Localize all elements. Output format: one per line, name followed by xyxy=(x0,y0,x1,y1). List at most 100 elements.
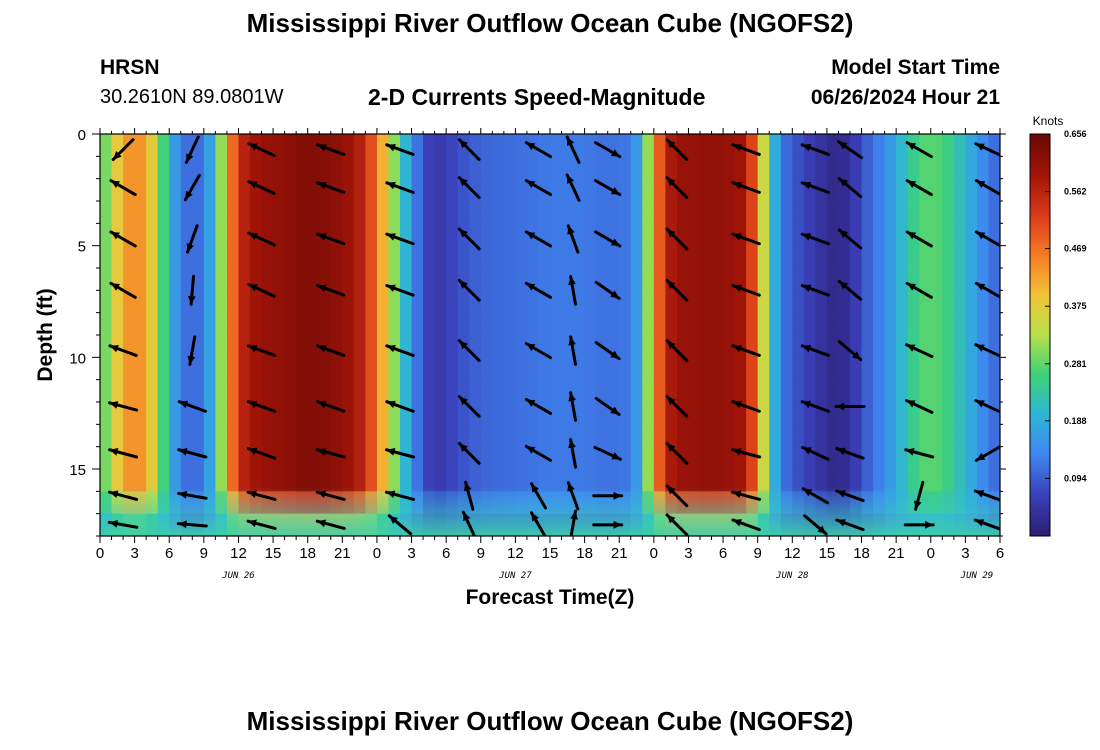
speed-cell xyxy=(584,379,597,403)
speed-cell xyxy=(423,290,436,314)
speed-cell xyxy=(584,245,597,269)
speed-cell xyxy=(111,469,124,492)
speed-cell xyxy=(157,245,170,269)
x-tick-label: 18 xyxy=(853,545,870,562)
speed-cell xyxy=(434,223,447,247)
speed-cell xyxy=(169,156,182,180)
speed-cell xyxy=(180,424,193,448)
speed-cell xyxy=(457,402,470,425)
speed-cell xyxy=(907,156,920,180)
current-arrow xyxy=(731,448,762,459)
speed-cell xyxy=(723,201,736,224)
speed-cell xyxy=(965,469,978,492)
speed-cell xyxy=(653,335,666,358)
speed-cell xyxy=(792,335,805,358)
speed-cell xyxy=(538,379,551,403)
speed-cell xyxy=(296,201,309,224)
speed-cell xyxy=(169,469,182,492)
arrow-head xyxy=(667,177,676,187)
speed-cell xyxy=(792,290,805,314)
current-arrow xyxy=(524,230,553,248)
speed-cell xyxy=(169,134,182,157)
speed-cell xyxy=(550,156,563,180)
speed-cell xyxy=(573,134,586,157)
speed-cell xyxy=(596,379,609,403)
speed-cell xyxy=(815,156,828,180)
current-arrow xyxy=(800,181,831,194)
speed-cell xyxy=(723,223,736,247)
speed-cell xyxy=(192,268,205,291)
speed-cell xyxy=(757,290,770,314)
speed-cell xyxy=(134,134,147,157)
speed-cell xyxy=(769,223,782,247)
current-arrow xyxy=(731,490,762,501)
speed-cell xyxy=(607,201,620,224)
speed-cell xyxy=(376,290,390,314)
speed-cell xyxy=(607,424,620,448)
speed-cell xyxy=(896,156,909,180)
speed-cell xyxy=(953,379,966,403)
speed-cell xyxy=(446,178,459,202)
speed-cell xyxy=(746,402,759,425)
speed-cell xyxy=(826,201,840,224)
speed-cell xyxy=(434,245,447,269)
speed-cell xyxy=(203,223,216,247)
speed-cell xyxy=(307,290,320,314)
speed-cell xyxy=(665,201,678,224)
speed-cell xyxy=(815,290,828,314)
speed-cell xyxy=(976,290,990,314)
speed-cell xyxy=(573,290,586,314)
speed-cell xyxy=(376,402,390,425)
speed-cell xyxy=(953,201,966,224)
speed-cell xyxy=(884,446,897,470)
x-tick-label: 6 xyxy=(442,545,450,562)
speed-cell xyxy=(515,424,528,448)
arrow-head xyxy=(732,490,742,499)
speed-cell xyxy=(400,424,413,448)
current-arrow xyxy=(905,230,933,248)
speed-cell xyxy=(480,312,493,336)
speed-cell xyxy=(723,335,736,358)
speed-cell xyxy=(261,312,274,336)
speed-cell xyxy=(550,245,563,269)
arrow-head xyxy=(187,355,196,365)
speed-cell xyxy=(411,134,424,157)
speed-cell xyxy=(757,245,770,269)
speed-cell xyxy=(642,424,655,448)
speed-cell xyxy=(746,201,759,224)
current-arrow xyxy=(834,402,866,411)
speed-cell xyxy=(319,424,332,448)
speed-cell xyxy=(238,402,251,425)
speed-cell xyxy=(469,290,482,314)
speed-cell xyxy=(642,156,655,180)
speed-cell xyxy=(434,357,447,381)
speed-cell xyxy=(942,379,955,403)
speed-cell xyxy=(619,379,632,403)
speed-cell xyxy=(342,134,355,157)
speed-cell xyxy=(769,379,782,403)
speed-cell xyxy=(584,268,597,291)
speed-cell xyxy=(469,469,482,492)
speed-cell xyxy=(342,357,355,381)
speed-cell xyxy=(538,469,551,492)
speed-cell xyxy=(111,312,124,336)
speed-cell xyxy=(965,446,978,470)
x-tick-label: 3 xyxy=(407,545,415,562)
speed-cell xyxy=(180,312,193,336)
current-arrow xyxy=(385,400,415,413)
speed-cell xyxy=(734,245,747,269)
speed-cell xyxy=(584,223,597,247)
speed-cell xyxy=(919,424,932,448)
speed-cell xyxy=(653,357,666,381)
speed-cell xyxy=(250,402,263,425)
speed-cell xyxy=(157,357,170,381)
speed-cell xyxy=(446,446,459,470)
speed-cell xyxy=(515,178,528,202)
speed-cell xyxy=(884,201,897,224)
speed-cell xyxy=(619,156,632,180)
speed-cell xyxy=(746,245,759,269)
speed-cell xyxy=(446,402,459,425)
speed-cell xyxy=(100,469,113,492)
arrow-head xyxy=(317,233,327,241)
speed-cell xyxy=(492,446,505,470)
